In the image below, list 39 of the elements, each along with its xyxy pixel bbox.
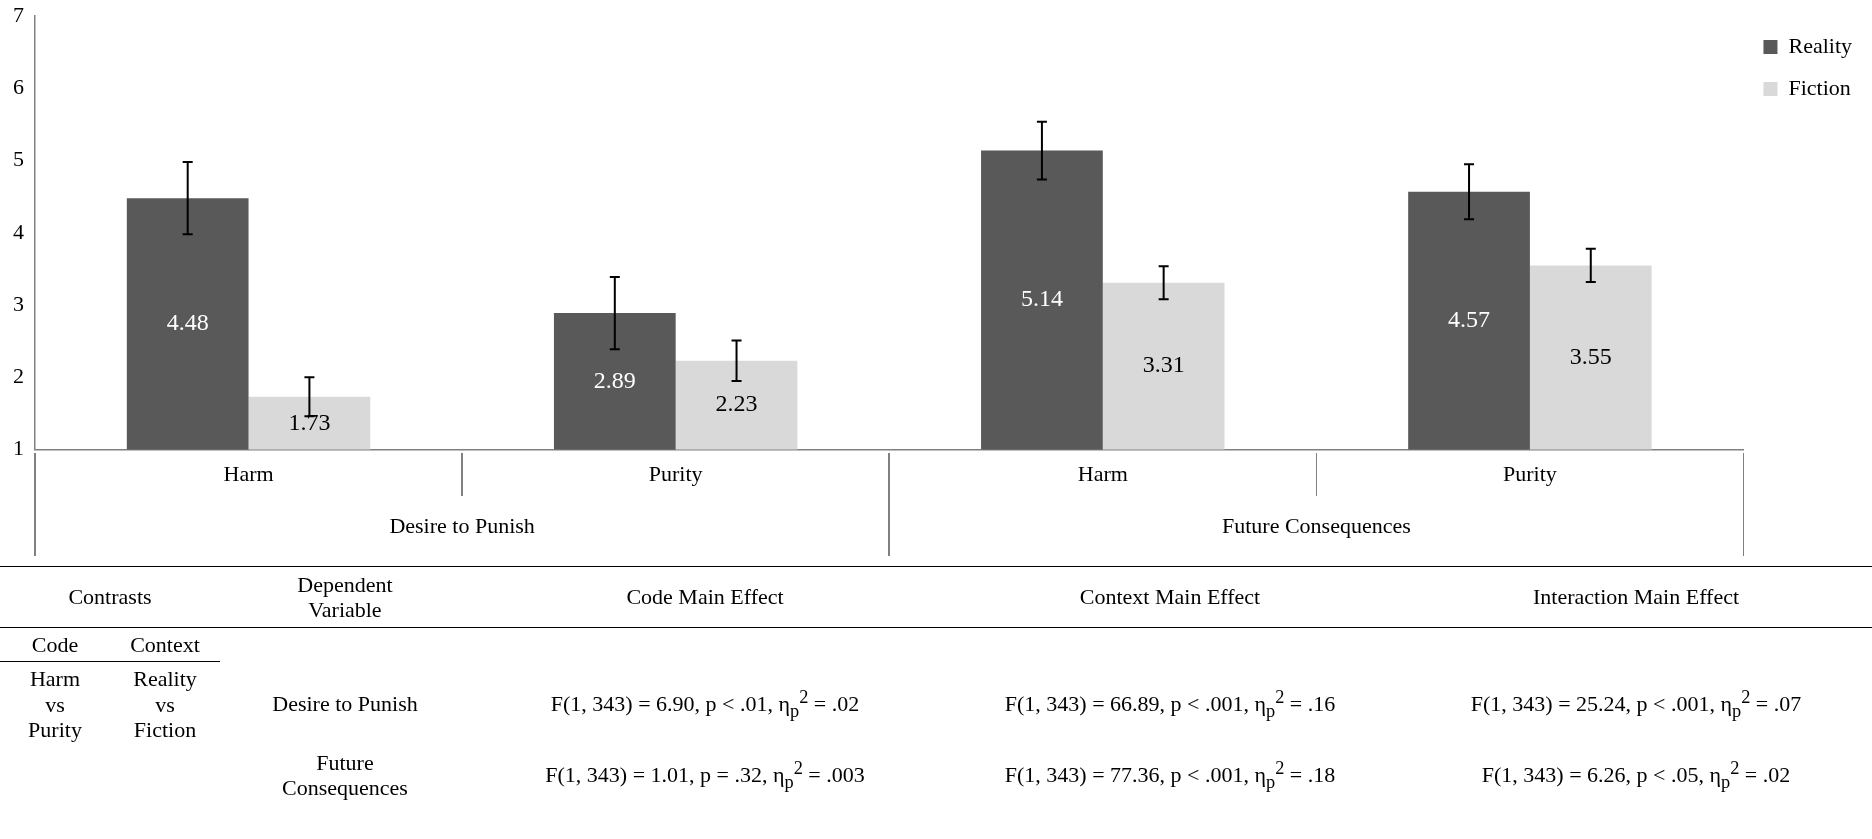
y-tick-label: 1: [13, 435, 24, 461]
data-label: 2.89: [593, 366, 636, 393]
legend-label: Reality: [1788, 32, 1853, 58]
x-tick-label: Harm: [223, 460, 274, 486]
y-tick-label: 2: [13, 363, 24, 389]
x-tick-label: Purity: [648, 460, 703, 486]
text: F(1, 343) = 25.24, p < .001, η$_{p}$$^{2}$ = .07: [1469, 685, 1803, 723]
y-tick-label: 5: [13, 146, 24, 172]
text: F(1, 343) = 6.90, p < .01, η$_{p}$$^{2}$ = .02: [549, 685, 861, 723]
text: Future Consequences: [1221, 513, 1411, 539]
text: Harm vs Purity: [27, 665, 83, 744]
text: Code: [0, 627, 110, 662]
data-label: 2.23: [715, 390, 758, 417]
text: Dependent Variable: [220, 566, 470, 628]
text: Code Main Effect: [470, 566, 940, 628]
data-label: 4.48: [166, 309, 209, 336]
data-label: 3.55: [1569, 342, 1612, 369]
y-tick-label: 7: [13, 1, 24, 27]
data-label: 5.14: [1020, 285, 1063, 312]
text: Context: [110, 627, 220, 662]
text: F(1, 343) = 1.01, p = .32, η$_{p}$$^{2}$ = .003: [544, 757, 866, 794]
text: F(1, 343) = 77.36, p < .001, η$_{p}$$^{2}$ = .18: [1003, 757, 1337, 794]
text: Desire to Punish: [271, 690, 419, 719]
text: Context Main Effect: [940, 566, 1400, 628]
legend-label: Fiction: [1788, 74, 1851, 100]
x-tick-label: Purity: [1503, 460, 1557, 486]
text: Desire to Punish: [389, 513, 535, 539]
text: Future Consequences: [281, 749, 409, 803]
y-tick-label: 4: [13, 218, 24, 244]
text: Contrasts: [0, 566, 220, 628]
text: Interaction Main Effect: [1400, 566, 1872, 628]
x-tick-label: Harm: [1077, 460, 1128, 486]
data-label: 4.57: [1448, 305, 1491, 332]
data-label: 3.31: [1142, 351, 1185, 378]
text: F(1, 343) = 6.26, p < .05, η$_{p}$$^{2}$ = .02: [1480, 757, 1792, 794]
y-tick-label: 3: [13, 290, 24, 316]
text: F(1, 343) = 66.89, p < .001, η$_{p}$$^{2}$ = .16: [1003, 685, 1337, 723]
text: Reality vs Fiction: [132, 665, 198, 744]
y-tick-label: 6: [13, 74, 24, 100]
